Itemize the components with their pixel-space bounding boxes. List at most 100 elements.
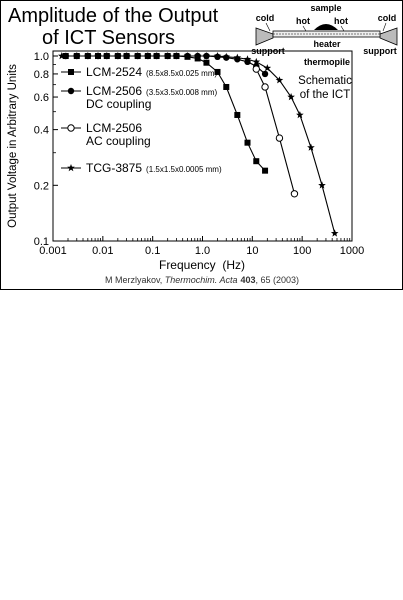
y-tick-label: 0.2 xyxy=(34,180,49,192)
data-point xyxy=(183,52,192,60)
data-point xyxy=(102,52,111,60)
schematic-sample-label: sample xyxy=(310,3,341,13)
schematic-thermopile-label: thermopile xyxy=(304,57,350,67)
slide-title-line1: Amplitude of the Output xyxy=(8,5,219,27)
legend-item-3: TCG-3875 (1.5x1.5x0.0005 mm) xyxy=(61,161,222,175)
legend-item-1: LCM-2506 (3.5x3.5x0.008 mm)DC coupling xyxy=(61,84,218,111)
x-tick-label: 1000 xyxy=(340,245,364,257)
x-tick-label: 0.1 xyxy=(145,245,160,257)
data-point xyxy=(203,59,210,66)
data-point xyxy=(144,52,152,60)
data-point xyxy=(214,68,221,75)
data-point xyxy=(252,65,260,73)
legend-name: LCM-2524 xyxy=(86,65,142,79)
legend-marker xyxy=(67,124,75,132)
y-axis: 0.1 0.2 0.4 0.6 0.8 1.0 xyxy=(34,51,58,248)
legend-marker xyxy=(67,87,75,95)
data-point xyxy=(263,64,272,72)
data-point xyxy=(57,52,66,60)
legend-name: LCM-2506 xyxy=(86,84,142,98)
schematic-cold-right-label: cold xyxy=(378,13,397,23)
citation-rest: , 65 (2003) xyxy=(256,275,300,285)
citation-authors: M Merzlyakov, xyxy=(105,275,165,285)
legend-label: LCM-2506 (3.5x3.5x0.008 mm) xyxy=(86,84,218,98)
data-point xyxy=(233,53,242,61)
legend-name: TCG-3875 xyxy=(86,161,142,175)
schematic-heater-label: heater xyxy=(313,39,341,49)
data-point xyxy=(234,111,241,118)
legend-detail: (3.5x3.5x0.008 mm) xyxy=(146,88,217,97)
schematic-caption-line2: of the ICT xyxy=(300,89,351,101)
y-tick-label: 0.8 xyxy=(34,69,49,81)
data-point xyxy=(152,52,161,60)
data-point xyxy=(72,52,81,60)
x-axis: 0.001 0.01 0.1 1.0 10 100 1000 xyxy=(39,236,364,257)
data-point xyxy=(253,158,260,165)
data-point xyxy=(290,190,299,198)
schematic-caption-line1: Schematic xyxy=(298,75,352,87)
legend-item-0: LCM-2524 (8.5x8.5x0.025 mm) xyxy=(61,65,218,79)
data-point xyxy=(94,52,102,60)
x-axis-label: Frequency (Hz) xyxy=(159,258,245,272)
ict-schematic: sample cold cold hot hot heater support … xyxy=(251,3,398,101)
data-point xyxy=(243,55,252,63)
data-point xyxy=(330,229,339,237)
y-tick-label: 0.4 xyxy=(34,125,49,137)
data-point xyxy=(318,181,326,189)
data-point xyxy=(202,52,211,60)
legend-detail: (1.5x1.5x0.0005 mm) xyxy=(146,165,222,174)
legend-label: LCM-2506 xyxy=(86,121,142,135)
schematic-cold-left-label: cold xyxy=(256,13,275,23)
data-point xyxy=(222,52,231,61)
data-point xyxy=(193,52,202,60)
data-point xyxy=(275,134,284,142)
data-point xyxy=(307,143,315,151)
legend: LCM-2524 (8.5x8.5x0.025 mm) LCM-2506 (3.5x3… xyxy=(61,65,222,175)
series-layer xyxy=(57,52,339,237)
y-tick-label: 1.0 xyxy=(34,51,49,63)
data-point xyxy=(163,52,172,60)
chart: Amplitude of the Output of ICT Sensors s… xyxy=(0,0,403,290)
sample-shape xyxy=(314,24,338,30)
slide-title-line2: of ICT Sensors xyxy=(42,27,175,49)
legend-label-line2: DC coupling xyxy=(86,97,151,111)
data-point xyxy=(84,52,92,60)
schematic-support-right-label: support xyxy=(363,46,397,56)
legend-label-line2: AC coupling xyxy=(86,134,151,148)
legend-name: LCM-2506 xyxy=(86,121,142,135)
series-line xyxy=(255,68,295,194)
legend-label: LCM-2524 (8.5x8.5x0.025 mm) xyxy=(86,65,218,79)
data-point xyxy=(244,139,251,146)
legend-marker xyxy=(67,164,75,172)
series-2 xyxy=(252,65,299,198)
citation-journal: Thermochim. Acta xyxy=(165,275,238,285)
data-point xyxy=(261,70,269,78)
data-point xyxy=(172,52,181,60)
y-axis-label: Output Voltage in Arbitrary Units xyxy=(7,64,19,228)
x-tick-label: 100 xyxy=(293,245,311,257)
x-tick-label: 10 xyxy=(246,245,258,257)
x-tick-label: 1.0 xyxy=(195,245,210,257)
data-point xyxy=(262,167,269,174)
schematic-hot-right-label: hot xyxy=(334,16,348,26)
x-tick-label: 0.01 xyxy=(92,245,113,257)
legend-detail: (8.5x8.5x0.025 mm) xyxy=(146,69,217,78)
citation-volume: 403 xyxy=(240,275,255,285)
data-point xyxy=(114,52,122,60)
schematic-hot-left-label: hot xyxy=(296,16,310,26)
y-tick-label: 0.1 xyxy=(34,236,49,248)
data-point xyxy=(223,83,230,90)
data-point xyxy=(213,52,222,60)
data-point xyxy=(252,57,261,66)
data-point xyxy=(261,83,269,91)
y-tick-label: 0.6 xyxy=(34,92,49,104)
legend-marker xyxy=(68,69,74,75)
data-point xyxy=(133,52,142,60)
data-point xyxy=(275,76,284,84)
series-3 xyxy=(57,52,339,237)
right-support-shape xyxy=(379,27,398,46)
x-tick-label: 0.001 xyxy=(39,245,67,257)
data-point xyxy=(296,110,304,119)
